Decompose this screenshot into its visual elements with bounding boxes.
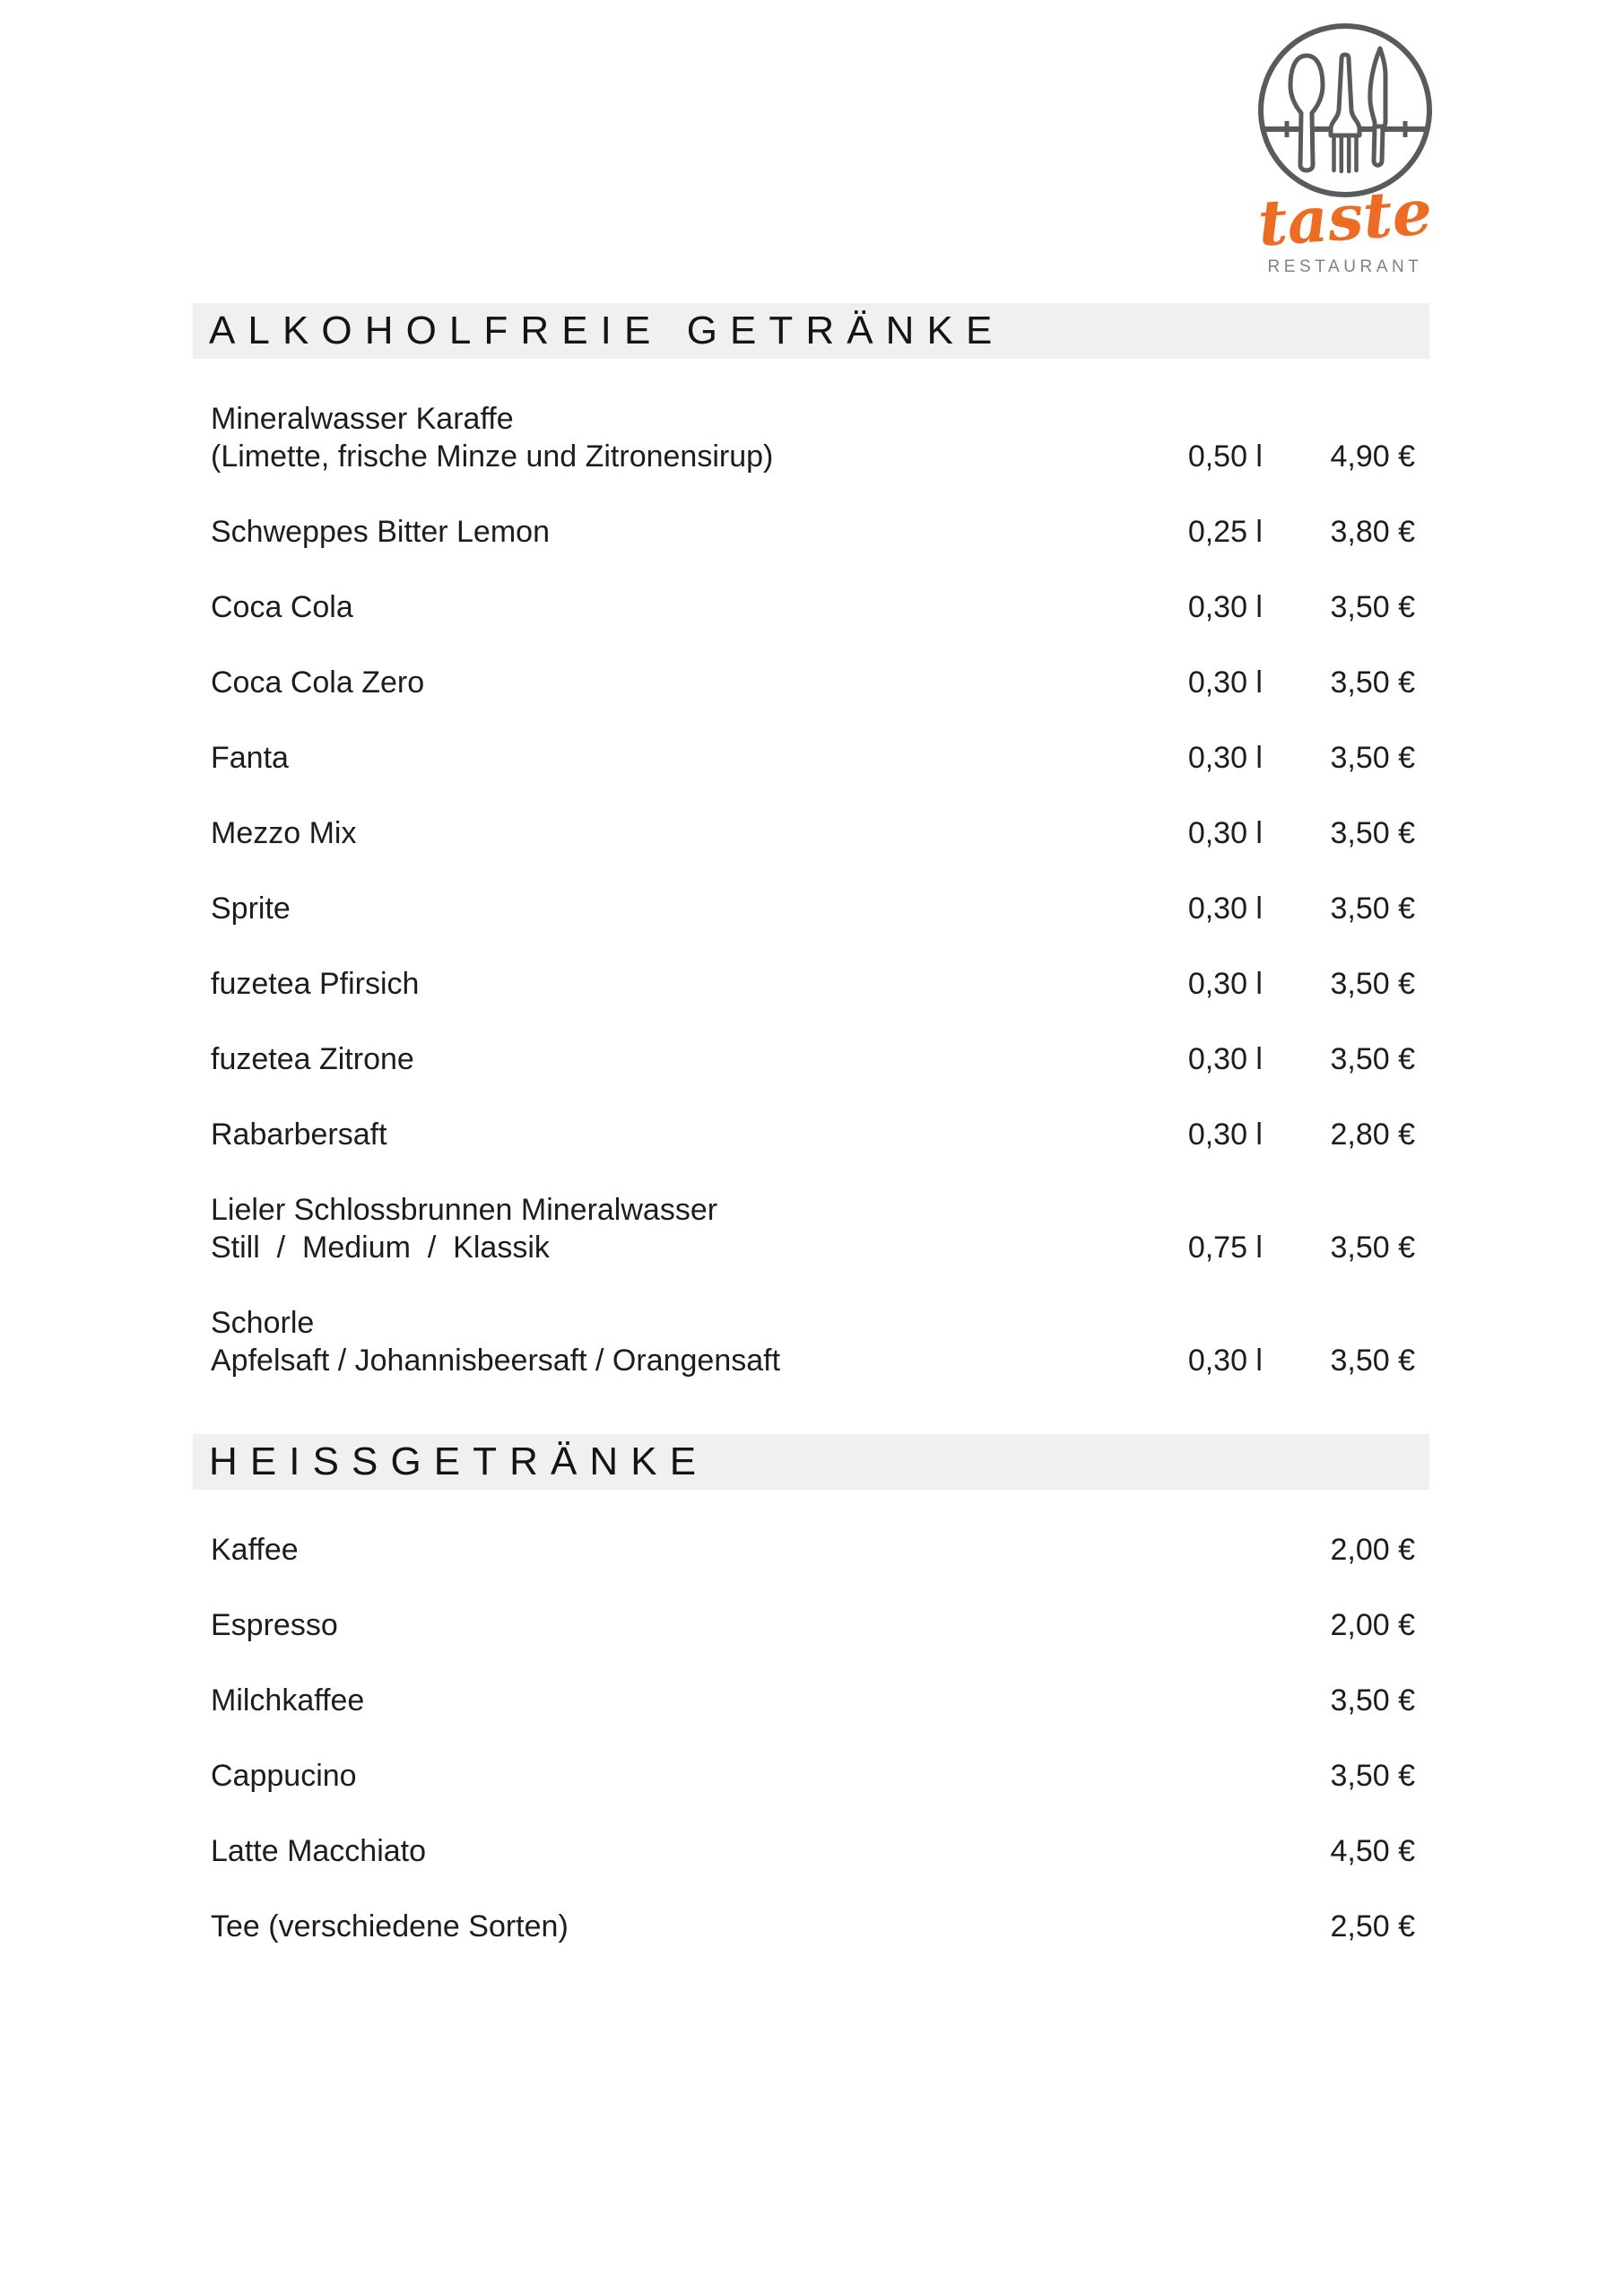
menu-item-row: Coca Cola 0,30 l 3,50 € (211, 588, 1429, 626)
item-name: Coca Cola Zero (211, 665, 425, 700)
restaurant-logo: taste RESTAURANT (1246, 22, 1444, 276)
menu-item-row: Fanta 0,30 l 3,50 € (211, 739, 1429, 777)
menu-item-row: fuzetea Pfirsich 0,30 l 3,50 € (211, 965, 1429, 1003)
menu-item-row: Kaffee 2,00 € (211, 1531, 1429, 1569)
menu-item-row: Mineralwasser Karaffe (Limette, frische … (211, 400, 1429, 475)
item-name: Kaffee (211, 1533, 299, 1567)
item-name: Fanta (211, 741, 289, 775)
item-price: 2,00 € (1330, 1533, 1415, 1567)
item-price: 3,50 € (1330, 590, 1415, 624)
item-volume: 0,30 l (1187, 1344, 1263, 1378)
item-price: 3,50 € (1330, 1042, 1415, 1076)
menu-content: ALKOHOLFREIE GETRÄNKE Mineralwasser Kara… (193, 303, 1429, 1945)
item-name: Mezzo Mix (211, 816, 357, 850)
menu-item-row: Coca Cola Zero 0,30 l 3,50 € (211, 664, 1429, 701)
item-name: Schorle (211, 1306, 315, 1340)
item-volume: 0,30 l (1187, 665, 1263, 700)
menu-item-row: Schorle Apfelsaft / Johannisbeersaft / O… (211, 1304, 1429, 1379)
item-price: 3,50 € (1330, 967, 1415, 1001)
brand-name: taste (1255, 174, 1435, 261)
menu-item-row: Lieler Schlossbrunnen Mineralwasser Stil… (211, 1191, 1429, 1266)
menu-item-row: Mezzo Mix 0,30 l 3,50 € (211, 814, 1429, 852)
menu-item-row: Schweppes Bitter Lemon 0,25 l 3,80 € (211, 513, 1429, 551)
menu-item-row: Latte Macchiato 4,50 € (211, 1832, 1429, 1870)
item-price: 3,50 € (1330, 1759, 1415, 1793)
menu-item-row: Tee (verschiedene Sorten) 2,50 € (211, 1908, 1429, 1945)
item-price: 4,90 € (1330, 439, 1415, 474)
item-price: 3,50 € (1330, 1231, 1415, 1265)
item-volume: 0,30 l (1187, 1118, 1263, 1152)
item-volume: 0,30 l (1187, 741, 1263, 775)
item-volume: 0,30 l (1187, 967, 1263, 1001)
item-name: fuzetea Zitrone (211, 1042, 414, 1076)
item-subtitle: Still / Medium / Klassik (211, 1231, 550, 1265)
menu-item-row: Cappucino 3,50 € (211, 1757, 1429, 1795)
item-name: Schweppes Bitter Lemon (211, 515, 550, 549)
item-volume: 0,50 l (1187, 439, 1263, 474)
item-name: Milchkaffee (211, 1683, 365, 1718)
menu-item-row: Espresso 2,00 € (211, 1606, 1429, 1644)
item-price: 3,50 € (1330, 1344, 1415, 1378)
item-price: 3,50 € (1330, 741, 1415, 775)
item-name: Mineralwasser Karaffe (211, 402, 514, 436)
item-volume: 0,30 l (1187, 590, 1263, 624)
cutlery-logo-icon (1258, 23, 1432, 197)
item-price: 2,50 € (1330, 1909, 1415, 1944)
menu-item-row: Sprite 0,30 l 3,50 € (211, 890, 1429, 927)
brand-tagline: RESTAURANT (1267, 257, 1423, 276)
item-price: 3,50 € (1330, 891, 1415, 926)
item-price: 3,80 € (1330, 515, 1415, 549)
item-volume: 0,25 l (1187, 515, 1263, 549)
item-price: 3,50 € (1330, 1683, 1415, 1718)
section-items: Mineralwasser Karaffe (Limette, frische … (193, 400, 1429, 1379)
item-volume: 0,30 l (1187, 891, 1263, 926)
item-volume: 0,75 l (1187, 1231, 1263, 1265)
menu-item-row: Milchkaffee 3,50 € (211, 1682, 1429, 1719)
section-header-heissgetraenke: HEISSGETRÄNKE (193, 1434, 1429, 1490)
item-name: Tee (verschiedene Sorten) (211, 1909, 569, 1944)
item-subtitle: Apfelsaft / Johannisbeersaft / Orangensa… (211, 1344, 781, 1378)
item-price: 2,80 € (1330, 1118, 1415, 1152)
menu-item-row: Rabarbersaft 0,30 l 2,80 € (211, 1116, 1429, 1153)
item-name: Coca Cola (211, 590, 353, 624)
item-name: Latte Macchiato (211, 1834, 427, 1868)
section-items: Kaffee 2,00 € Espresso 2,00 € Milchkaffe… (193, 1531, 1429, 1945)
item-subtitle: (Limette, frische Minze und Zitronensiru… (211, 439, 774, 474)
menu-item-row: fuzetea Zitrone 0,30 l 3,50 € (211, 1040, 1429, 1078)
item-name: Lieler Schlossbrunnen Mineralwasser (211, 1193, 718, 1227)
item-price: 4,50 € (1330, 1834, 1415, 1868)
item-volume: 0,30 l (1187, 1042, 1263, 1076)
item-price: 2,00 € (1330, 1608, 1415, 1642)
item-name: Cappucino (211, 1759, 357, 1793)
section-header-alkoholfreie-getraenke: ALKOHOLFREIE GETRÄNKE (193, 303, 1429, 359)
item-name: Rabarbersaft (211, 1118, 387, 1152)
item-name: Sprite (211, 891, 291, 926)
item-name: Espresso (211, 1608, 338, 1642)
item-price: 3,50 € (1330, 816, 1415, 850)
item-name: fuzetea Pfirsich (211, 967, 420, 1001)
item-price: 3,50 € (1330, 665, 1415, 700)
item-volume: 0,30 l (1187, 816, 1263, 850)
